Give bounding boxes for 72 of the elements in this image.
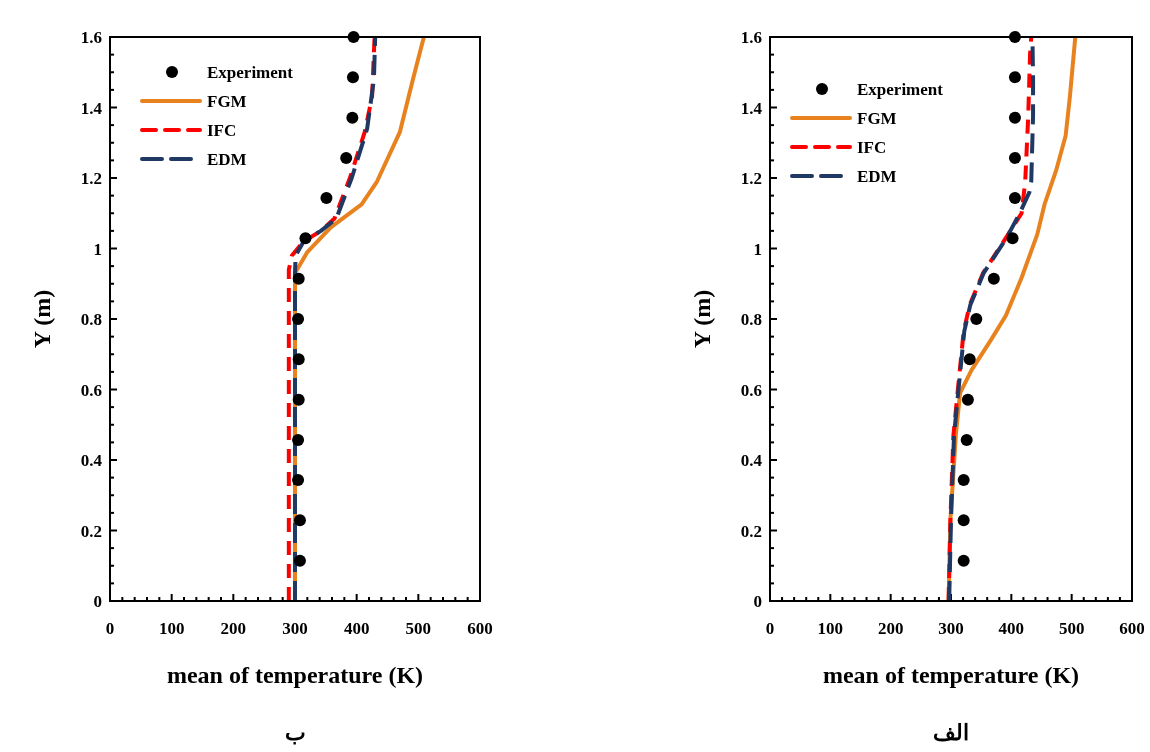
point bbox=[292, 272, 305, 285]
x-tick-label: 500 bbox=[405, 619, 432, 638]
y-tick-label: 0.4 bbox=[80, 451, 103, 470]
y-tick-label: 0.8 bbox=[740, 310, 762, 329]
y-tick-label: 1.2 bbox=[80, 169, 102, 188]
y-axis-title: Y (m) bbox=[29, 289, 55, 349]
y-tick-label: 0.2 bbox=[80, 521, 102, 541]
point bbox=[1008, 111, 1021, 124]
y-tick-label: 1.2 bbox=[740, 169, 762, 188]
point bbox=[957, 474, 970, 487]
legend-label: EDM bbox=[207, 150, 247, 169]
x-tick-label: 0 bbox=[765, 619, 775, 638]
y-tick-label: 0 bbox=[93, 592, 102, 611]
y-tick-label: 1.6 bbox=[740, 28, 762, 47]
legend-label: FGM bbox=[857, 109, 897, 128]
text: الف bbox=[933, 720, 969, 745]
x-tick-label: 600 bbox=[467, 619, 493, 638]
point bbox=[320, 192, 333, 205]
legend-label: EDM bbox=[857, 167, 897, 186]
point bbox=[292, 474, 305, 487]
x-tick-label: 300 bbox=[282, 619, 308, 638]
point bbox=[963, 353, 976, 366]
point bbox=[1006, 232, 1019, 245]
y-tick-label: 0.8 bbox=[80, 310, 102, 329]
x-tick-label: 0 bbox=[105, 619, 115, 638]
point bbox=[293, 554, 306, 567]
x-tick-label: 100 bbox=[817, 619, 844, 638]
y-tick-label: 0.2 bbox=[740, 521, 762, 541]
y-tick-label: 1.4 bbox=[80, 98, 103, 118]
point bbox=[970, 313, 983, 325]
point bbox=[292, 313, 305, 325]
y-tick-label: 1 bbox=[93, 239, 102, 259]
x-tick-label: 500 bbox=[1058, 619, 1085, 638]
x-tick-label: 400 bbox=[343, 619, 370, 638]
point bbox=[293, 514, 306, 527]
legend-label: FGM bbox=[207, 92, 247, 111]
x-tick-label: 200 bbox=[877, 619, 904, 638]
point bbox=[1008, 151, 1021, 164]
legend-label: Experiment bbox=[857, 80, 944, 99]
point bbox=[957, 554, 970, 567]
x-tick-label: 300 bbox=[938, 619, 964, 638]
legend-label: IFC bbox=[857, 138, 887, 157]
y-tick-label: 1 bbox=[753, 239, 762, 259]
point bbox=[292, 353, 305, 366]
y-tick-label: 1.4 bbox=[740, 98, 763, 118]
y-axis-title: Y (m) bbox=[689, 289, 715, 349]
x-tick-label: 400 bbox=[998, 619, 1025, 638]
x-axis-title: mean of temperature (K) bbox=[166, 662, 424, 688]
x-tick-label: 200 bbox=[220, 619, 247, 638]
x-tick-label: 100 bbox=[158, 619, 185, 638]
point bbox=[1008, 71, 1021, 84]
legend-label: Experiment bbox=[207, 63, 294, 82]
point bbox=[299, 232, 312, 245]
point bbox=[961, 393, 974, 406]
point bbox=[340, 151, 353, 164]
y-tick-label: 0 bbox=[753, 592, 762, 611]
legend-label: IFC bbox=[207, 121, 237, 140]
point bbox=[346, 71, 359, 84]
x-axis-title: mean of temperature (K) bbox=[822, 662, 1080, 688]
point bbox=[292, 393, 305, 406]
y-tick-label: 0.6 bbox=[740, 380, 762, 400]
y-tick-label: 1.6 bbox=[80, 28, 102, 47]
text: ب bbox=[284, 720, 306, 745]
point bbox=[1008, 192, 1021, 205]
point bbox=[960, 433, 973, 446]
y-tick-label: 0.4 bbox=[740, 451, 763, 470]
point bbox=[957, 514, 970, 527]
point bbox=[292, 433, 305, 446]
point bbox=[987, 272, 1000, 285]
x-tick-label: 600 bbox=[1119, 619, 1145, 638]
y-tick-label: 0.6 bbox=[80, 380, 102, 400]
point bbox=[346, 111, 359, 124]
